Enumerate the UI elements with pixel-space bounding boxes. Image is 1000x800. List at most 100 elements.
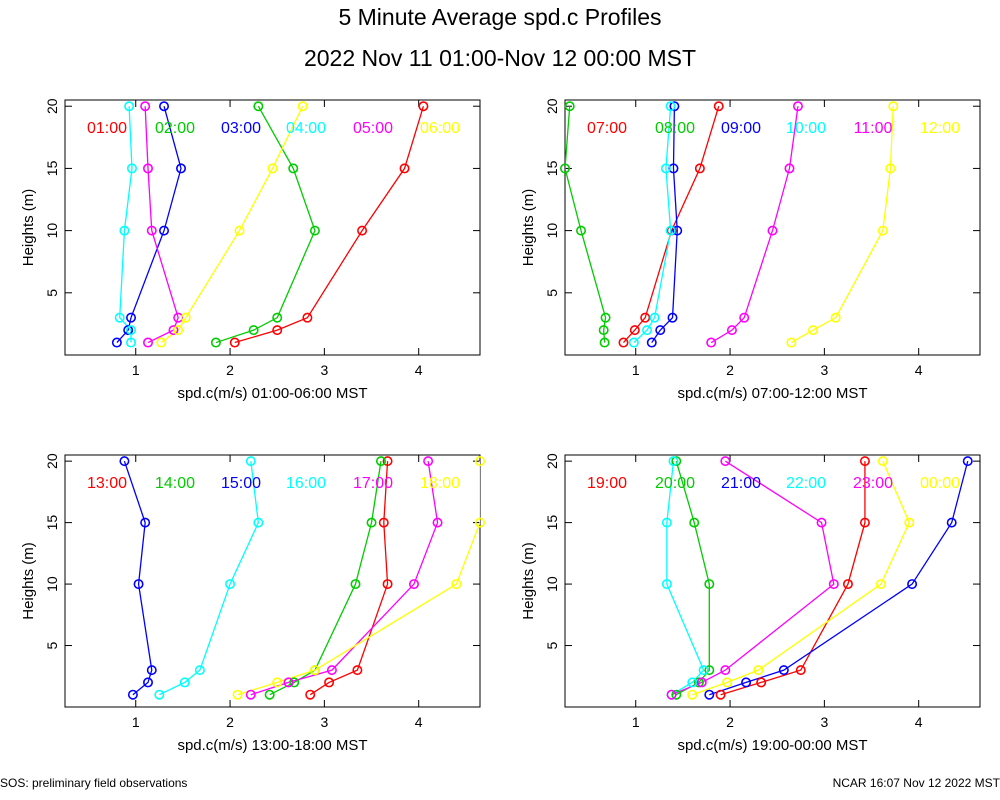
data-point xyxy=(124,101,135,112)
y-axis-label: Heights (m) xyxy=(20,189,37,267)
data-point xyxy=(123,325,134,336)
data-point xyxy=(828,579,839,590)
data-point xyxy=(739,312,750,323)
data-point xyxy=(297,101,308,112)
plot-frame xyxy=(564,99,981,356)
data-point xyxy=(143,677,154,688)
data-point xyxy=(352,665,363,676)
x-tick-label: 4 xyxy=(415,362,423,378)
data-point xyxy=(272,325,283,336)
data-point xyxy=(904,517,915,528)
data-point xyxy=(859,456,870,467)
data-point xyxy=(143,163,154,174)
data-point xyxy=(600,312,611,323)
data-point xyxy=(696,677,707,688)
data-point xyxy=(418,101,429,112)
legend-label: 00:00 xyxy=(920,475,960,492)
series-line-2200 xyxy=(666,461,705,696)
data-point xyxy=(156,337,167,348)
data-point xyxy=(628,337,639,348)
y-tick-label: 15 xyxy=(44,515,60,531)
data-point xyxy=(173,312,184,323)
data-point xyxy=(272,677,283,688)
data-point xyxy=(722,677,733,688)
data-point xyxy=(126,337,137,348)
y-tick-label: 5 xyxy=(544,289,560,297)
series-line-2000 xyxy=(675,460,710,696)
y-tick-label: 20 xyxy=(544,453,560,469)
x-tick-label: 1 xyxy=(132,714,140,730)
data-point xyxy=(173,325,184,336)
y-tick-label: 10 xyxy=(544,576,560,592)
data-point xyxy=(877,456,888,467)
data-point xyxy=(114,312,125,323)
x-tick-label: 4 xyxy=(915,362,923,378)
y-tick-label: 10 xyxy=(44,223,60,239)
y-tick-label: 15 xyxy=(544,515,560,531)
x-tick-label: 2 xyxy=(226,714,234,730)
data-point xyxy=(767,225,778,236)
legend-label: 11:00 xyxy=(854,120,893,137)
series-line-0400 xyxy=(119,106,133,343)
data-point xyxy=(875,579,886,590)
legend-label: 17:00 xyxy=(353,475,393,492)
data-point xyxy=(564,101,575,112)
legend-label: 06:00 xyxy=(420,120,460,137)
y-tick-label: 5 xyxy=(44,641,60,649)
legend-label: 09:00 xyxy=(721,120,761,137)
y-axis-label: Heights (m) xyxy=(520,189,537,267)
data-point xyxy=(375,456,386,467)
data-point xyxy=(126,325,137,336)
data-point xyxy=(253,101,264,112)
data-point xyxy=(176,163,187,174)
data-point xyxy=(245,456,256,467)
legend-label: 19:00 xyxy=(587,475,627,492)
y-axis-label: Heights (m) xyxy=(20,542,37,620)
x-axis-label: spd.c(m/s) 07:00-12:00 MST xyxy=(677,385,867,402)
x-tick-label: 1 xyxy=(132,362,140,378)
data-point xyxy=(140,101,151,112)
data-point xyxy=(309,225,320,236)
data-point xyxy=(666,689,677,700)
data-point xyxy=(694,163,705,174)
data-point xyxy=(778,665,789,676)
data-point xyxy=(432,517,443,528)
series-group xyxy=(666,460,969,696)
data-point xyxy=(267,163,278,174)
data-point xyxy=(698,665,709,676)
data-point xyxy=(687,677,698,688)
series-line-0300 xyxy=(116,106,182,343)
data-point xyxy=(877,225,888,236)
legend-label: 16:00 xyxy=(286,475,326,492)
data-point xyxy=(713,101,724,112)
data-point xyxy=(665,101,676,112)
legend-label: 04:00 xyxy=(286,120,326,137)
data-point xyxy=(305,689,316,700)
data-point xyxy=(133,579,144,590)
data-point xyxy=(451,579,462,590)
y-tick-label: 10 xyxy=(544,223,560,239)
data-point xyxy=(753,665,764,676)
data-point xyxy=(646,337,657,348)
data-point xyxy=(672,225,683,236)
data-point xyxy=(756,677,767,688)
data-point xyxy=(179,677,190,688)
data-point xyxy=(146,225,157,236)
data-point xyxy=(326,665,337,676)
y-tick-label: 15 xyxy=(44,160,60,176)
data-point xyxy=(350,579,361,590)
data-point xyxy=(655,325,666,336)
x-tick-label: 4 xyxy=(415,714,423,730)
data-point xyxy=(599,337,610,348)
data-point xyxy=(119,456,130,467)
data-point xyxy=(264,689,275,700)
data-point xyxy=(288,163,299,174)
data-point xyxy=(946,517,957,528)
data-point xyxy=(693,677,704,688)
legend-label: 15:00 xyxy=(221,475,261,492)
x-tick-label: 3 xyxy=(820,714,828,730)
data-point xyxy=(143,337,154,348)
